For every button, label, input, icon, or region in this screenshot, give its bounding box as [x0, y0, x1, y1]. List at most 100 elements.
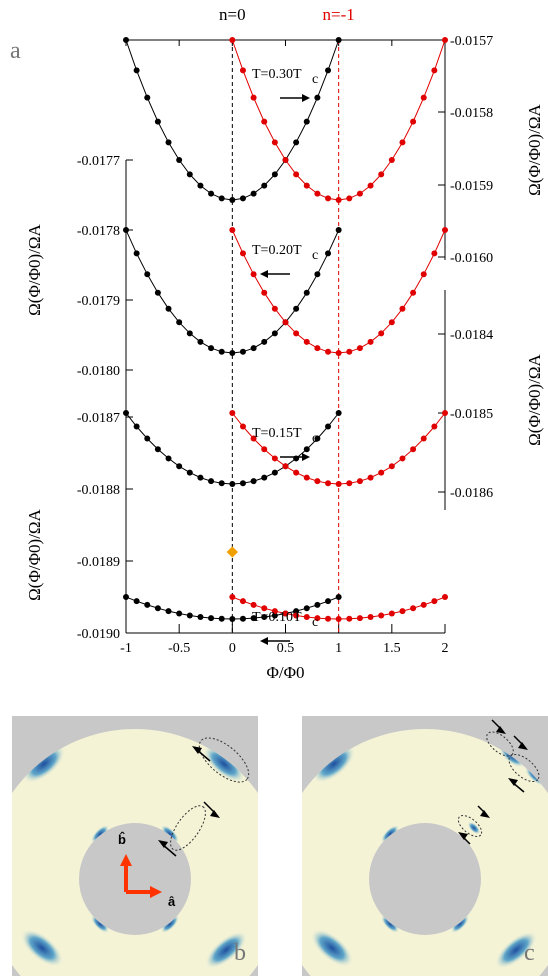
curve-label: T=0.20T	[252, 243, 302, 258]
series-n0-point	[261, 182, 268, 189]
series-n1-point	[420, 271, 427, 278]
series-n1-point	[420, 94, 427, 101]
series-n0-point	[165, 608, 172, 615]
series-n0-point	[165, 139, 172, 146]
series-n0-point	[293, 608, 300, 615]
series-n0-point	[218, 348, 225, 355]
series-n1-point	[442, 410, 448, 416]
series-n0-point	[154, 289, 161, 296]
series-n1-point	[271, 139, 278, 146]
arrow-right-head	[302, 453, 310, 461]
y-tick-label: -0.0159	[450, 179, 493, 194]
highlight-point	[226, 546, 238, 558]
series-n0-point	[325, 423, 332, 430]
x-axis-label: Φ/Φ0	[266, 663, 304, 682]
series-n1-point	[229, 594, 236, 600]
series-n0-point	[239, 480, 246, 487]
series-n0-point	[303, 289, 310, 296]
series-n1-point	[442, 594, 448, 600]
series-n1-point	[378, 171, 385, 178]
series-n1-point	[325, 195, 332, 202]
series-n1-point	[250, 435, 257, 442]
ring-panel-c: c	[302, 716, 548, 976]
series-n1-point	[356, 615, 363, 622]
series-n0-point	[186, 330, 193, 337]
panel-letter-b: b	[234, 940, 246, 966]
series-n0-point	[271, 171, 278, 178]
arrow-left-head	[260, 270, 268, 278]
y-axis-label-p2: Ω(Φ/Φ0)/ΩA	[25, 223, 44, 315]
x-tick-label: -1	[120, 641, 132, 656]
series-n1-point	[271, 608, 278, 615]
series-n1-point	[282, 463, 289, 470]
series-n1-point	[293, 171, 300, 178]
series-n0-point	[133, 67, 140, 74]
free-energy-chart: -1 -0.5 0 0.5 1 1.5 2 Φ/Φ0 n=0 n=-1 a -0.0157 -0.015…	[10, 5, 544, 682]
series-n0-point	[303, 446, 310, 453]
series-n0-point	[271, 330, 278, 337]
series-n0-point	[335, 37, 342, 43]
series-n1-point	[282, 157, 289, 163]
series-n1-point	[431, 598, 438, 605]
y-tick-label: -0.0189	[77, 555, 120, 570]
series-n0-point	[176, 610, 183, 617]
series-n0-point	[293, 139, 300, 146]
series-n0-point	[123, 37, 129, 43]
series-n0-point	[208, 190, 215, 197]
series-n0-point	[154, 446, 161, 453]
y-tick-label: -0.0186	[450, 486, 493, 501]
series-n0-point	[239, 348, 246, 355]
series-n1-point	[356, 190, 363, 197]
series-n0-point	[250, 190, 257, 197]
series-n1-point	[325, 480, 332, 487]
header-n0: n=0	[219, 5, 246, 24]
series-n1-point	[314, 190, 321, 197]
data-layer	[123, 37, 448, 645]
curve-label: T=0.30T	[252, 67, 302, 82]
series-n1-point	[271, 305, 278, 312]
y-tick-label: -0.0188	[77, 483, 120, 498]
series-n1-point	[250, 271, 257, 278]
series-n0-point	[144, 435, 151, 442]
series-n0-point	[176, 319, 183, 326]
series-n1-point	[410, 605, 417, 612]
y-tick-label: -0.0179	[77, 294, 120, 309]
series-n1-point	[303, 182, 310, 189]
series-n1-point	[346, 480, 353, 487]
series-n0-point	[165, 455, 172, 462]
series-n1-point	[271, 455, 278, 462]
y-tick-label: -0.0180	[77, 364, 120, 379]
x-tick-label: 2	[442, 641, 449, 656]
series-n1-point	[410, 118, 417, 125]
series-n0-point	[186, 171, 193, 178]
series-n1-point	[335, 197, 342, 203]
series-n1-point	[399, 608, 406, 615]
series-n1-point	[431, 423, 438, 430]
arrow-left-head	[260, 637, 268, 645]
series-n0-point	[144, 271, 151, 278]
series-n1-point	[314, 615, 321, 622]
axes-layer	[125, 39, 446, 634]
series-n1-point	[239, 250, 246, 257]
series-n1-point	[356, 478, 363, 485]
series-n0-point	[239, 195, 246, 202]
y-tick-label: -0.0178	[77, 224, 120, 239]
series-n0-point	[218, 480, 225, 487]
series-n1-point	[388, 463, 395, 470]
series-n0-point	[218, 195, 225, 202]
series-n1-point	[303, 474, 310, 481]
series-n1-point	[303, 338, 310, 345]
series-n0-point	[314, 94, 321, 101]
series-n1-point	[346, 615, 353, 622]
series-n0-point	[229, 350, 236, 356]
series-n1-point	[420, 435, 427, 442]
series-n0-point	[250, 615, 257, 622]
series-n0-point	[165, 305, 172, 312]
x-tick-label: 1	[335, 641, 342, 656]
ring-axis-b-label: b̂	[118, 832, 126, 847]
y-axis-label-p4: Ω(Φ/Φ0)/ΩA	[25, 508, 44, 600]
curve-label: T=0.15T	[252, 426, 302, 441]
arrow-right-head	[302, 94, 310, 102]
panel-letter-c: c	[524, 940, 535, 966]
series-n0-point	[218, 615, 225, 622]
